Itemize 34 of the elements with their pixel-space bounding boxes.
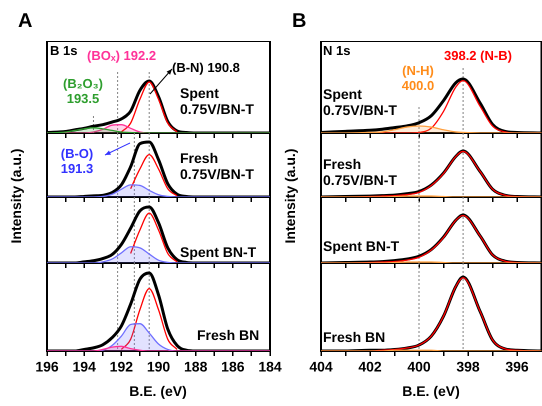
x-tick-label: 398: [456, 358, 480, 374]
text: (BOₓ) 192.2: [87, 48, 156, 63]
annotation: (B₂O₃) 193.5: [62, 76, 104, 106]
y-axis-title: Intensity (a.u.): [282, 148, 298, 246]
x-tick-label: 196: [34, 358, 58, 374]
x-tick-label: 396: [504, 358, 528, 374]
x-tick-label: 400: [406, 358, 430, 374]
x-tick-label: 186: [220, 358, 244, 374]
text: Spent 0.75V/BN-T: [180, 85, 255, 117]
annotation: (B-O) 191.3: [60, 146, 94, 176]
x-tick-label: 192: [109, 358, 133, 374]
text: A: [18, 10, 34, 32]
text: Fresh 0.75V/BN-T: [180, 150, 255, 182]
text: Spent 0.75V/BN-T: [323, 86, 397, 118]
x-tick-label: 190: [146, 358, 170, 374]
x-tick-label: 402: [358, 358, 382, 374]
text: B 1s: [50, 43, 78, 58]
annotation: (N-H) 400.0: [400, 63, 436, 93]
y-axis-title: Intensity (a.u.): [8, 148, 24, 246]
text: 398.2 (N-B): [444, 48, 513, 63]
x-axis-title: B.E. (eV): [401, 383, 461, 399]
text: Fresh BN: [197, 327, 260, 343]
x-tick-label: 188: [183, 358, 208, 374]
x-axis-title: B.E. (eV): [128, 383, 188, 399]
text: Spent BN-T: [180, 244, 258, 260]
text: Fresh BN: [323, 329, 386, 345]
text: Spent BN-T: [323, 238, 400, 254]
text: N 1s: [323, 43, 352, 58]
x-tick-label: 404: [308, 358, 332, 374]
x-tick-label: 184: [258, 358, 282, 374]
x-tick-label: 194: [72, 358, 96, 374]
text: B: [292, 10, 308, 32]
text: Fresh 0.75V/BN-T: [323, 156, 398, 188]
text: (B-N) 190.8: [172, 60, 241, 75]
